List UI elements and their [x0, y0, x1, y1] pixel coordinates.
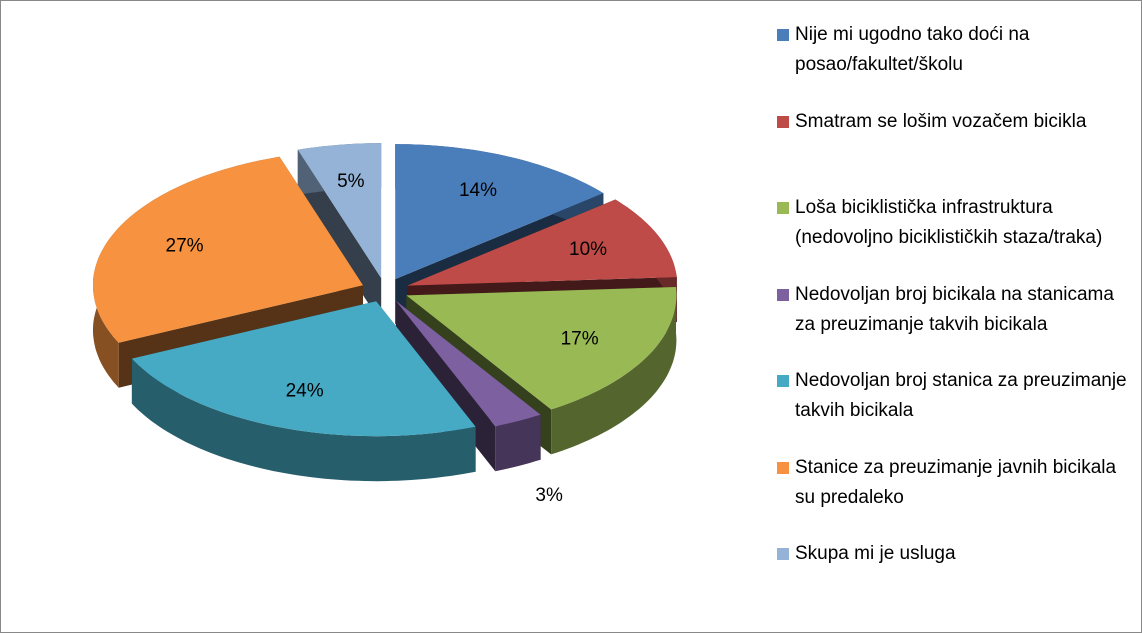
- legend-swatch: [777, 288, 789, 301]
- slice-top: [406, 287, 677, 410]
- data-label: 14%: [459, 180, 497, 201]
- legend-label: Loša biciklistička infrastruktura (nedov…: [795, 197, 1103, 248]
- legend-label: Nije mi ugodno tako doći na posao/fakult…: [795, 24, 1030, 75]
- data-label: 10%: [569, 239, 607, 260]
- legend-entry: Skupa mi je usluga: [777, 539, 1137, 599]
- data-label: 5%: [337, 171, 365, 192]
- legend-entry: Loša biciklistička infrastruktura (nedov…: [777, 193, 1137, 253]
- legend-label: Smatram se lošim vozačem bicikla: [795, 110, 1087, 132]
- legend-entry: Stanice za preuzimanje javnih bicikala s…: [777, 453, 1137, 513]
- legend-swatch: [777, 548, 789, 560]
- legend-swatch: [777, 115, 789, 128]
- legend-swatch: [777, 375, 789, 387]
- slice-top: [395, 300, 541, 427]
- legend-entry: Nedovoljan broj bicikala na stanicama za…: [777, 280, 1137, 340]
- slice-top: [93, 156, 363, 343]
- slice-side: [297, 149, 382, 324]
- slice-wall: [495, 414, 541, 472]
- data-label: 17%: [561, 329, 599, 350]
- legend-swatch: [777, 461, 789, 474]
- legend-label: Nedovoljan broj bicikala na stanicama za…: [795, 283, 1114, 335]
- legend-entry: Smatram se lošim vozačem bicikla: [777, 107, 1137, 167]
- data-label: 27%: [166, 236, 204, 257]
- slice-wall: [551, 287, 677, 455]
- slice-top: [131, 301, 476, 437]
- data-label: 24%: [286, 381, 324, 402]
- legend-label: Stanice za preuzimanje javnih bicikala s…: [795, 456, 1117, 508]
- slice-top: [297, 143, 382, 279]
- slice-wall: [131, 358, 476, 482]
- legend-entry: Nedovoljan broj stanica za preuzimanje t…: [777, 366, 1137, 426]
- data-label: 3%: [535, 485, 563, 506]
- pie-slice: [297, 143, 382, 324]
- legend-swatch: [777, 202, 789, 214]
- legend-label: Skupa mi je usluga: [795, 543, 956, 564]
- legend-swatch: [777, 29, 789, 41]
- legend-label: Nedovoljan broj stanica za preuzimanje t…: [795, 370, 1127, 421]
- slice-top: [407, 199, 677, 286]
- slice-top: [395, 144, 604, 280]
- legend-entry: Nije mi ugodno tako doći na posao/fakult…: [777, 20, 1137, 80]
- pie-slice: [131, 301, 476, 482]
